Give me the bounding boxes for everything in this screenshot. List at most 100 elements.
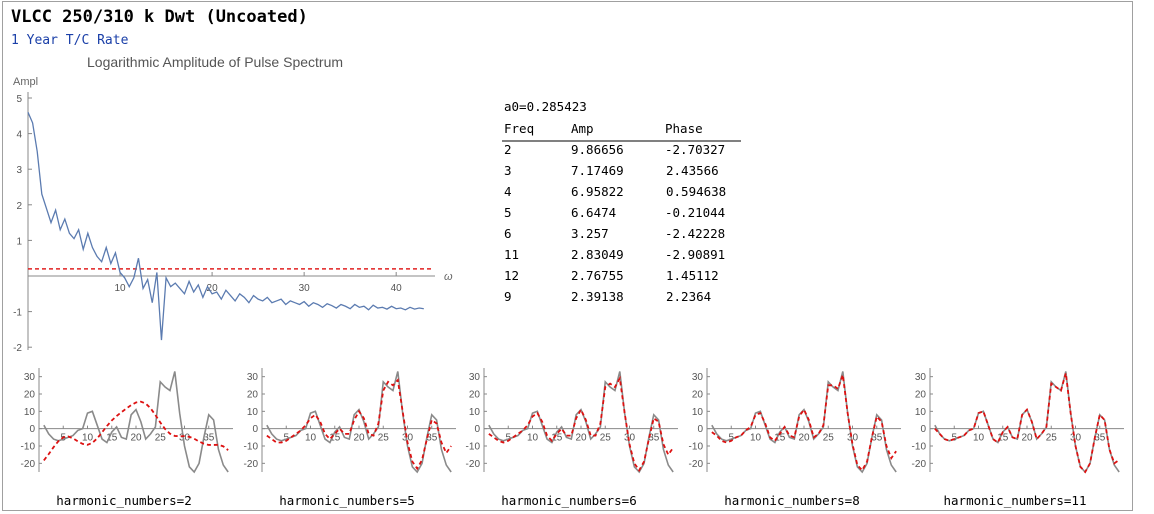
x-tick-label: 25 (823, 433, 835, 444)
page-title: VLCC 250/310 k Dwt (Uncoated) (11, 7, 308, 27)
y-tick-label: 10 (692, 407, 704, 418)
fit-panel-1: -20 -10 0 10 20 30 5 10 15 20 25 30 35 harmonic_numbe… (21, 368, 233, 508)
fit-series-line (488, 375, 674, 472)
x-tick-label: 25 (1046, 433, 1058, 444)
x-tick-label: 5 (728, 433, 734, 444)
y-tick-label: -1 (13, 308, 22, 319)
page-subtitle: 1 Year T/C Rate (11, 33, 129, 48)
x-tick-label: 20 (353, 433, 365, 444)
x-tick-label: 20 (207, 283, 219, 294)
fit-series-line (711, 374, 897, 472)
y-tick-label: -10 (21, 442, 36, 453)
y-tick-label: 5 (16, 94, 22, 105)
x-tick-label: 30 (624, 433, 636, 444)
y-tick-label: 10 (24, 407, 36, 418)
table-cell: 2.76755 (571, 268, 624, 283)
y-tick-label: 2 (16, 201, 22, 212)
x-tick-label: 15 (551, 433, 563, 444)
x-tick-label: 30 (402, 433, 414, 444)
fit-panel-4: -20 -10 0 10 20 30 5 10 15 20 25 30 35 harmonic_numbe… (689, 368, 901, 508)
y-tick-label: 0 (252, 424, 258, 435)
table-cell: 6.95822 (571, 184, 624, 199)
y-tick-label: 3 (16, 165, 22, 176)
output-panel: VLCC 250/310 k Dwt (Uncoated) 1 Year T/C… (2, 1, 1133, 511)
spectrum-chart: Logarithmic Amplitude of Pulse Spectrum A… (13, 54, 453, 354)
fit-panel-2: -20 -10 0 10 20 30 5 10 15 20 25 30 35 harmonic_numbe… (244, 368, 456, 508)
y-tick-label: 1 (16, 236, 22, 247)
spectrum-series-line (27, 111, 424, 341)
y-tick-label: 30 (247, 372, 259, 383)
table-cell: 9 (504, 289, 512, 304)
x-tick-label: 5 (60, 433, 66, 444)
panel-caption: harmonic_numbers=6 (501, 493, 636, 508)
fit-series-line (43, 400, 229, 461)
panel-caption: harmonic_numbers=2 (56, 493, 191, 508)
chart-title: Logarithmic Amplitude of Pulse Spectrum (87, 54, 343, 70)
y-tick-label: 0 (474, 424, 480, 435)
y-tick-label: 30 (24, 372, 36, 383)
x-tick-label: 20 (1021, 433, 1033, 444)
panel-caption: harmonic_numbers=8 (724, 493, 859, 508)
table-cell: 5 (504, 205, 512, 220)
y-tick-label: 10 (469, 407, 481, 418)
x-tick-label: 30 (1070, 433, 1082, 444)
x-tick-label: 15 (774, 433, 786, 444)
table-row: 5 6.6474 -0.21044 (504, 205, 725, 220)
table-cell: 3.257 (571, 226, 609, 241)
x-tick-label: 15 (329, 433, 341, 444)
table-cell: -2.70327 (665, 142, 725, 157)
panel-caption: harmonic_numbers=5 (279, 493, 414, 508)
x-tick-label: 35 (203, 433, 215, 444)
table-cell: 9.86656 (571, 142, 624, 157)
y-tick-label: 0 (29, 424, 35, 435)
x-tick-label: 20 (798, 433, 810, 444)
original-series-line (488, 371, 674, 474)
y-tick-label: -10 (244, 442, 259, 453)
table-cell: 7.17469 (571, 163, 624, 178)
harmonic-table: a0=0.285423 Freq Amp Phase 2 9.86656 -2.70327 3… (502, 99, 741, 304)
x-tick-label: 25 (155, 433, 167, 444)
y-tick-label: -20 (21, 459, 36, 470)
table-cell: 12 (504, 268, 519, 283)
y-tick-label: -2 (13, 343, 22, 354)
table-row: 12 2.76755 1.45112 (504, 268, 719, 283)
figure: Logarithmic Amplitude of Pulse Spectrum A… (13, 54, 1124, 508)
y-tick-label: -20 (912, 459, 927, 470)
table-cell: 2.43566 (666, 163, 719, 178)
y-tick-label: 30 (469, 372, 481, 383)
x-tick-label: 20 (575, 433, 587, 444)
y-tick-label: -10 (912, 442, 927, 453)
table-cell: 11 (504, 247, 519, 262)
panel-caption: harmonic_numbers=11 (944, 493, 1087, 508)
table-row: 6 3.257 -2.42228 (504, 226, 725, 241)
y-tick-label: 0 (697, 424, 703, 435)
original-series-line (934, 371, 1120, 474)
y-tick-label: -20 (689, 459, 704, 470)
table-row: 4 6.95822 0.594638 (504, 184, 726, 199)
x-tick-label: 35 (871, 433, 883, 444)
y-tick-label: 30 (692, 372, 704, 383)
table-row: 3 7.17469 2.43566 (504, 163, 719, 178)
x-tick-label: 10 (750, 433, 762, 444)
table-cell: -0.21044 (665, 205, 725, 220)
x-tick-label: 35 (1094, 433, 1106, 444)
original-series-line (43, 371, 229, 474)
y-axis-label: Ampl (13, 76, 38, 88)
x-tick-label: 10 (527, 433, 539, 444)
y-tick-label: -10 (466, 442, 481, 453)
y-tick-label: 10 (915, 407, 927, 418)
table-cell: 2.83049 (571, 247, 624, 262)
x-tick-label: 10 (973, 433, 985, 444)
x-tick-label: 10 (305, 433, 317, 444)
x-tick-label: 30 (179, 433, 191, 444)
x-tick-label: 5 (283, 433, 289, 444)
y-tick-label: 20 (24, 390, 36, 401)
table-cell: 3 (504, 163, 512, 178)
x-tick-label: 40 (391, 283, 403, 294)
table-row: 9 2.39138 2.2364 (504, 289, 711, 304)
x-tick-label: 25 (600, 433, 612, 444)
original-series-line (266, 371, 452, 474)
table-column-header: Amp (571, 121, 594, 136)
table-cell: 6 (504, 226, 512, 241)
y-tick-label: 20 (469, 390, 481, 401)
